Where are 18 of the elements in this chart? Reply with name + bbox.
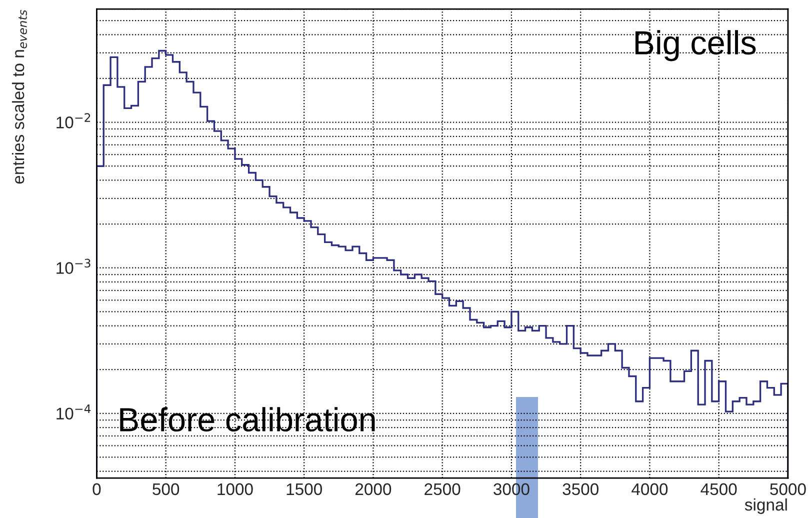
y-tick-label: 10$^{−4}$	[56, 404, 91, 420]
x-tick-label: 4500	[700, 483, 737, 496]
x-tick-label: 500	[152, 483, 180, 496]
x-tick-label: 0	[92, 483, 101, 496]
x-tick-label: 5000	[770, 483, 806, 496]
x-tick-label: 3500	[562, 483, 598, 496]
y-tick-label: 10$^{−3}$	[56, 258, 90, 274]
x-tick-label: 1500	[286, 483, 322, 496]
x-tick-label: 2000	[356, 483, 392, 496]
x-tick-label: 2500	[424, 483, 460, 496]
y-axis-title: entries scaled to n$_{events}$	[12, 10, 27, 184]
y-tick-label: 10$^{−2}$	[56, 113, 90, 128]
annotation: Before calibration	[120, 407, 375, 432]
x-tick-label: 4000	[632, 483, 668, 496]
x-axis-title: signal	[744, 498, 787, 514]
annotation: Big cells	[635, 30, 756, 62]
x-tick-label: 3000	[494, 483, 530, 496]
x-tick-label: 1000	[218, 483, 253, 496]
